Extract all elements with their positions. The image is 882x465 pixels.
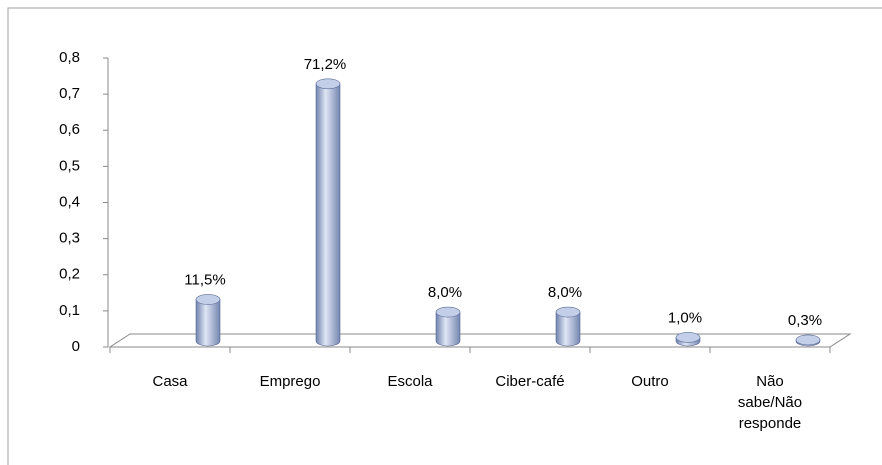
x-tick-label-box: Escola	[387, 373, 433, 390]
bar-top	[795, 334, 821, 346]
bar	[675, 332, 701, 347]
x-tick-label-box: Não sabe/Não responde	[737, 373, 803, 432]
x-tick-label: Outro	[631, 373, 669, 390]
x-tick-label: Escola	[387, 373, 433, 390]
x-tick-label: Não sabe/Não responde	[737, 373, 803, 432]
y-tick-label: 0,2	[59, 266, 80, 283]
bar-top	[195, 294, 221, 305]
bar	[195, 294, 221, 347]
bar-top	[555, 306, 581, 318]
x-tick-label: Ciber-café	[495, 373, 565, 390]
value-label: 0,3%	[788, 312, 822, 329]
y-tick-label: 0,7	[59, 85, 80, 102]
y-tick-label: 0	[72, 338, 80, 355]
x-tick-label-box: Outro	[631, 373, 669, 390]
bar-top	[315, 78, 341, 90]
bar	[795, 334, 821, 347]
bar-body	[555, 311, 581, 347]
y-tick-label: 0,3	[59, 230, 80, 247]
value-label: 8,0%	[548, 284, 582, 301]
bar-body	[315, 83, 341, 347]
bar	[555, 306, 581, 347]
x-tick-label-box: Emprego	[259, 373, 321, 390]
x-tick-label-box: Casa	[152, 373, 188, 390]
y-tick-label: 0,5	[59, 157, 80, 174]
y-tick-label: 0,1	[59, 302, 80, 319]
y-tick-label: 0,4	[59, 193, 80, 210]
value-label: 1,0%	[668, 309, 702, 326]
bar	[435, 306, 461, 347]
y-tick-label: 0,6	[59, 121, 80, 138]
value-label: 71,2%	[304, 56, 347, 73]
bar-body	[435, 311, 461, 347]
x-tick-label: Emprego	[259, 373, 321, 390]
x-tick-label: Casa	[152, 373, 188, 390]
bar	[315, 78, 341, 347]
bar-top	[435, 306, 461, 318]
x-tick-label-box: Ciber-café	[495, 373, 565, 390]
value-label: 8,0%	[428, 284, 462, 301]
chart-frame	[7, 7, 882, 465]
value-label: 11,5%	[184, 271, 225, 288]
floor	[108, 333, 852, 348]
bar-body	[195, 299, 221, 347]
bar-top	[675, 332, 701, 343]
y-tick-label: 0,8	[59, 49, 80, 66]
